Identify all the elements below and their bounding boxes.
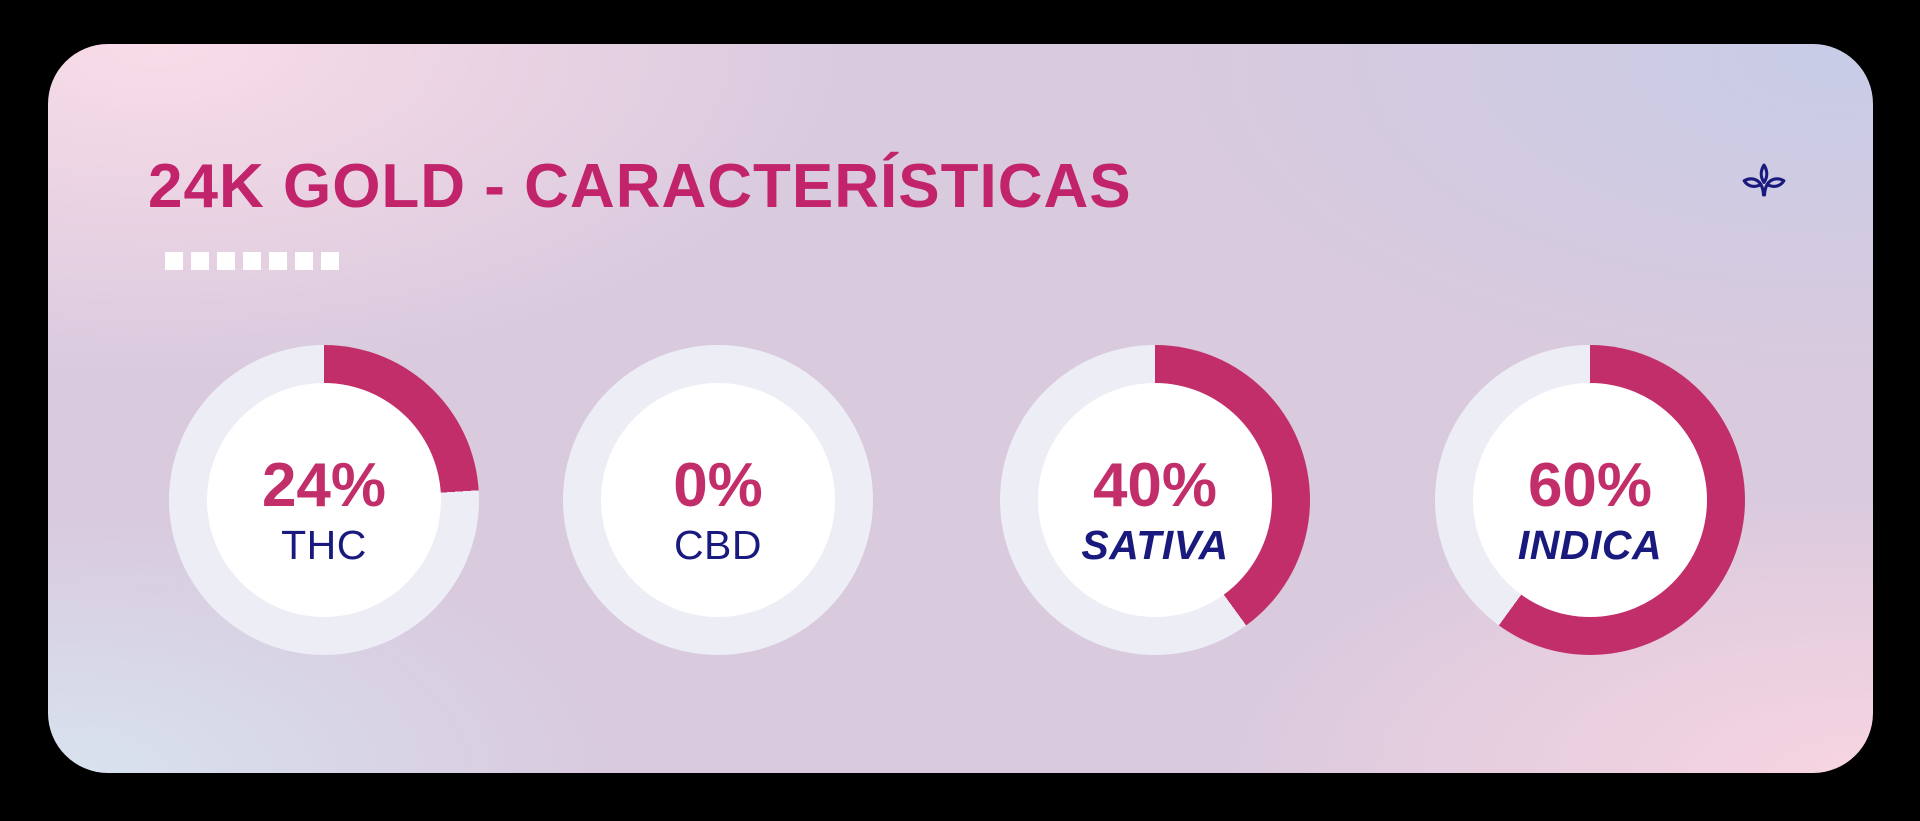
donut-label-thc: THC xyxy=(281,521,367,568)
characteristics-card: 24K GOLD - CARACTERÍSTICAS 24% xyxy=(48,44,1873,773)
divider-dash xyxy=(321,252,339,270)
donut-hole: 24% THC xyxy=(207,383,441,617)
donut-value-indica: 60% xyxy=(1527,450,1653,520)
divider-dash xyxy=(269,252,287,270)
donut-value-thc: 24% xyxy=(261,450,387,520)
divider-dash xyxy=(165,252,183,270)
donut-chart-thc: 24% THC xyxy=(169,345,479,655)
page-title: 24K GOLD - CARACTERÍSTICAS xyxy=(148,152,1132,221)
donut-value-sativa: 40% xyxy=(1092,450,1218,520)
donut-chart-cbd: 0% CBD xyxy=(563,345,873,655)
divider-dash xyxy=(295,252,313,270)
donut-hole: 40% SATIVA xyxy=(1038,383,1272,617)
donut-chart-sativa: 40% SATIVA xyxy=(1000,345,1310,655)
donut-chart-indica: 60% INDICA xyxy=(1435,345,1745,655)
donut-label-indica: INDICA xyxy=(1517,521,1663,568)
title-divider-dashes xyxy=(165,252,339,270)
divider-dash xyxy=(217,252,235,270)
donut-value-cbd: 0% xyxy=(673,450,763,520)
donut-hole: 0% CBD xyxy=(601,383,835,617)
plant-sprout-icon xyxy=(1736,162,1792,210)
donut-hole: 60% INDICA xyxy=(1473,383,1707,617)
divider-dash xyxy=(243,252,261,270)
donut-label-sativa: SATIVA xyxy=(1081,521,1229,568)
donut-label-cbd: CBD xyxy=(673,521,763,568)
divider-dash xyxy=(191,252,209,270)
